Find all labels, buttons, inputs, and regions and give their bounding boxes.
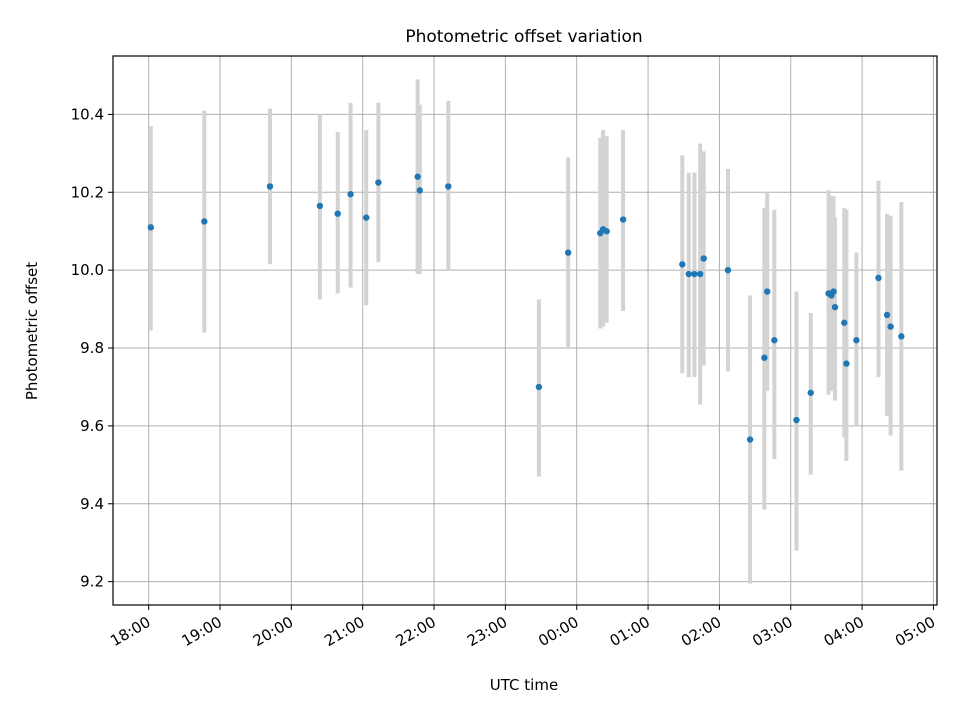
data-point — [201, 218, 208, 225]
data-point — [830, 288, 837, 295]
data-point — [375, 179, 382, 186]
data-point — [679, 261, 686, 268]
data-point — [147, 224, 155, 231]
y-axis-label: Photometric offset — [23, 262, 41, 400]
data-point — [831, 303, 839, 311]
grid-lines — [113, 56, 937, 605]
data-point — [843, 360, 850, 367]
data-point — [334, 210, 341, 217]
data-point — [807, 389, 814, 396]
data-point — [841, 319, 848, 326]
y-tick-label: 10.0 — [71, 261, 104, 279]
plot-frame — [112, 55, 938, 606]
data-point — [887, 323, 894, 330]
data-point — [685, 270, 692, 278]
data-point — [771, 337, 778, 344]
data-point — [347, 191, 354, 198]
data-point — [898, 333, 905, 340]
data-point — [445, 183, 452, 190]
y-tick-label: 9.8 — [80, 339, 104, 357]
data-point — [535, 383, 543, 391]
data-point — [564, 249, 572, 256]
data-point — [414, 173, 421, 180]
data-point — [416, 187, 423, 194]
chart-title: Photometric offset variation — [405, 27, 642, 47]
data-point — [691, 270, 698, 278]
data-point — [793, 416, 800, 424]
x-axis-label: UTC time — [490, 676, 558, 694]
y-tick-label: 9.4 — [80, 495, 104, 513]
data-point — [316, 202, 324, 210]
data-point — [696, 270, 704, 278]
data-point — [266, 183, 274, 190]
data-point — [764, 288, 771, 295]
data-point — [746, 436, 754, 443]
data-point — [761, 354, 768, 361]
data-points — [147, 173, 905, 443]
data-point — [883, 311, 891, 319]
y-tick-label: 9.2 — [80, 573, 104, 591]
data-point — [853, 337, 860, 344]
data-point — [603, 228, 610, 235]
data-point — [875, 274, 882, 282]
data-point — [619, 216, 627, 223]
y-axis-ticks: 9.2 9.4 9.6 9.8 10.0 10.2 10.4 — [71, 105, 113, 591]
data-point — [700, 255, 707, 262]
data-point — [363, 214, 370, 221]
y-tick-label: 10.4 — [71, 105, 104, 123]
y-tick-label: 10.2 — [71, 183, 104, 201]
y-tick-label: 9.6 — [80, 417, 104, 435]
data-point — [724, 266, 732, 274]
